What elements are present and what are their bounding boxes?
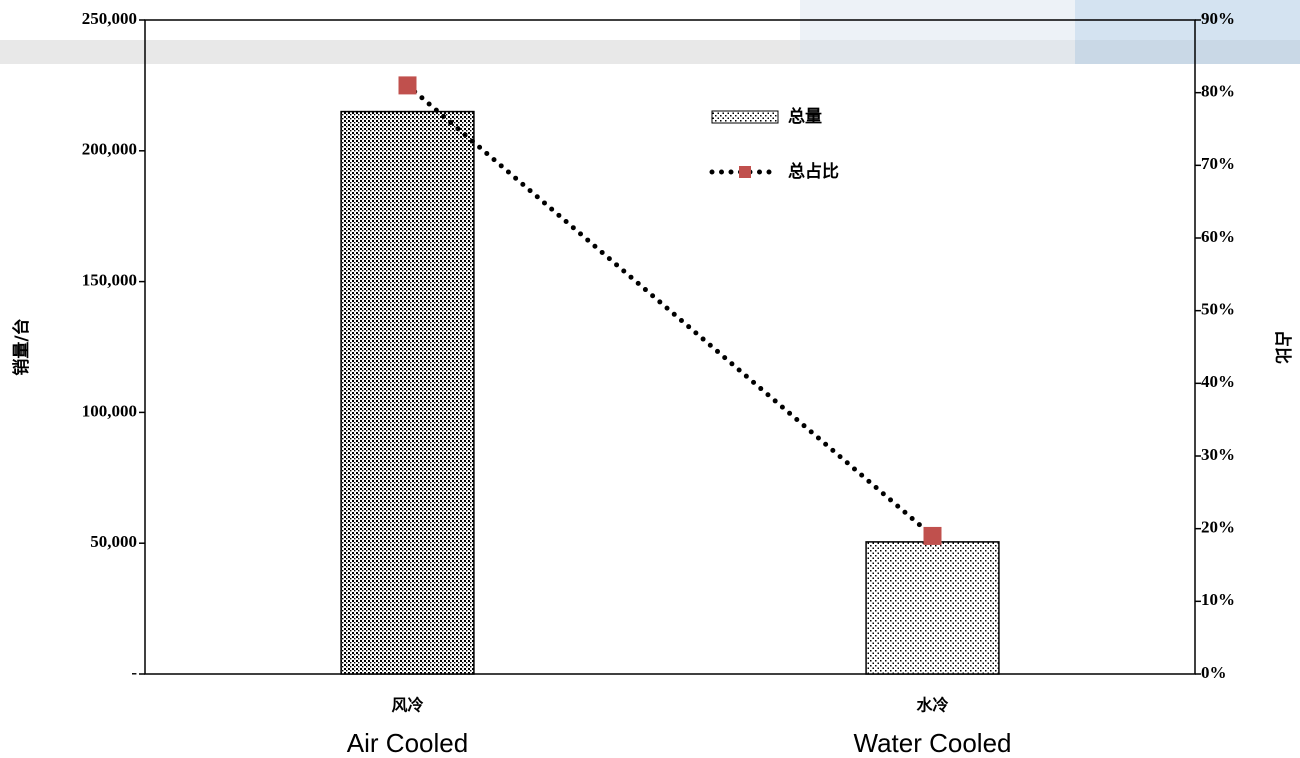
y2-axis-label: 占比 (1272, 330, 1293, 364)
y-tick-label: 100,000 (82, 401, 137, 420)
y2-tick-label: 30% (1201, 445, 1235, 464)
x-tick-label: 水冷 (916, 696, 948, 715)
legend-marker (739, 166, 751, 178)
bar (340, 110, 475, 675)
y-tick-label: 150,000 (82, 271, 137, 290)
y2-tick-label: 80% (1201, 82, 1235, 101)
x-tick-label-en: Air Cooled (347, 728, 468, 758)
y2-tick-label: 40% (1201, 372, 1235, 391)
marker (923, 526, 942, 545)
y2-tick-label: 0% (1201, 663, 1227, 682)
x-tick-label: 风冷 (391, 696, 423, 715)
x-tick-label-en: Water Cooled (854, 728, 1012, 758)
plot-area (144, 19, 1196, 675)
y2-tick-label: 90% (1201, 9, 1235, 28)
y2-tick-label: 70% (1201, 154, 1235, 173)
y2-tick-label: 10% (1201, 590, 1235, 609)
y2-tick-label: 50% (1201, 300, 1235, 319)
background-image (1075, 0, 1300, 64)
y-tick-label: 50,000 (90, 532, 137, 551)
marker (398, 76, 417, 95)
background-image (800, 0, 1075, 64)
y-tick-label: 250,000 (82, 9, 137, 28)
legend-swatch (711, 110, 779, 124)
y-axis-label: 销量/台 (11, 318, 32, 375)
y2-tick-label: 20% (1201, 518, 1235, 537)
bar (865, 541, 1000, 675)
y-tick-label: - (131, 663, 137, 682)
y-tick-label: 200,000 (82, 140, 137, 159)
legend-label: 总占比 (788, 161, 839, 182)
line (405, 82, 935, 539)
y2-tick-label: 60% (1201, 227, 1235, 246)
legend-label: 总量 (788, 106, 822, 127)
